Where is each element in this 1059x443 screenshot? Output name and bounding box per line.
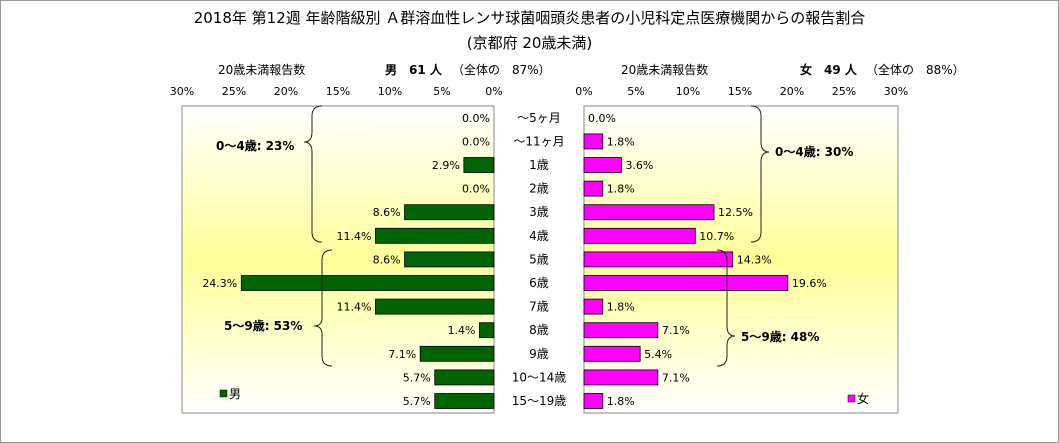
category-label-10: 9歳: [529, 347, 549, 361]
male-bar-8: [375, 298, 495, 315]
annotation-male-5-9: 5～9歳: 53%: [224, 318, 302, 333]
female-value-label-0: 0.0%: [588, 112, 616, 125]
category-label-8: 7歳: [529, 300, 549, 314]
female-value-label-11: 7.1%: [662, 371, 690, 384]
chart-subtitle: (京都府 20歳未満): [466, 34, 593, 52]
category-label-2: 1歳: [529, 158, 549, 172]
female-axis-tick-25: 25%: [832, 85, 856, 98]
female-axis-tick-20: 20%: [780, 85, 804, 98]
male-axis-tick-10: 10%: [378, 85, 402, 98]
category-label-1: ～11ヶ月: [513, 134, 564, 148]
male-value-label-2: 2.9%: [432, 159, 460, 172]
male-bar-12: [434, 393, 495, 409]
female-bar-12: [583, 393, 604, 409]
female-value-label-1: 1.8%: [607, 135, 635, 148]
brace-female-0-4: [750, 105, 770, 243]
female-value-label-4: 12.5%: [718, 206, 753, 219]
brace-female-5-9: [716, 249, 736, 367]
male-value-label-5: 11.4%: [336, 230, 371, 243]
legend-female-swatch: [847, 394, 856, 403]
female-bar-10: [583, 345, 641, 362]
category-label-7: 6歳: [529, 276, 549, 290]
category-label-11: 10～14歳: [512, 370, 567, 384]
female-value-label-6: 14.3%: [737, 253, 772, 266]
category-label-3: 2歳: [529, 182, 549, 196]
female-bar-5: [583, 227, 696, 244]
category-label-12: 15～19歳: [512, 394, 567, 408]
legend-female-label: 女: [857, 391, 869, 406]
female-value-label-2: 3.6%: [625, 159, 653, 172]
male-value-label-8: 11.4%: [336, 301, 371, 314]
female-bar-3: [583, 180, 604, 197]
female-axis-tick-0: 0%: [575, 85, 592, 98]
male-bar-9: [479, 322, 495, 339]
male-axis-tick-15: 15%: [326, 85, 350, 98]
legend-male-label: 男: [229, 387, 241, 401]
male-count: 男 61 人: [385, 63, 442, 77]
female-value-label-5: 10.7%: [699, 230, 734, 243]
male-bar-5: [375, 227, 495, 244]
female-value-label-10: 5.4%: [644, 348, 672, 361]
female-value-label-12: 1.8%: [607, 395, 635, 408]
chart-title: 2018年 第12週 年齢階級別 Ａ群溶血性レンサ球菌咽頭炎患者の小児科定点医療…: [193, 9, 866, 27]
female-axis-tick-10: 10%: [676, 85, 700, 98]
legend-male-swatch: [219, 389, 228, 398]
female-bar-8: [583, 298, 604, 315]
female-bar-7: [583, 275, 789, 291]
female-bar-4: [583, 204, 715, 221]
category-label-0: ～5ヶ月: [517, 111, 561, 125]
male-report-label: 20歳未満報告数: [218, 63, 306, 77]
male-value-label-6: 8.6%: [373, 253, 401, 266]
male-value-label-9: 1.4%: [447, 324, 475, 337]
annotation-female-5-9: 5～9歳: 48%: [741, 329, 819, 344]
male-bar-10: [419, 345, 495, 362]
category-label-5: 4歳: [529, 229, 549, 243]
female-bar-2: [583, 157, 622, 173]
female-bar-1: [583, 133, 604, 150]
male-bar-2: [463, 157, 495, 173]
female-value-label-8: 1.8%: [607, 301, 635, 314]
female-axis-tick-5: 5%: [627, 85, 644, 98]
brace-male-5-9: [313, 249, 333, 367]
male-value-label-3: 0.0%: [462, 183, 490, 196]
annotation-male-0-4: 0～4歳: 23%: [216, 138, 294, 153]
male-share: （全体の 87%）: [452, 63, 551, 77]
male-value-label-0: 0.0%: [462, 112, 490, 125]
female-report-label: 20歳未満報告数: [621, 63, 709, 77]
category-label-4: 3歳: [529, 205, 549, 219]
female-share: （全体の 88%）: [866, 63, 965, 77]
male-bar-4: [404, 204, 495, 221]
male-bar-6: [404, 251, 495, 268]
male-value-label-7: 24.3%: [202, 277, 237, 290]
male-axis-tick-0: 0%: [485, 85, 502, 98]
male-value-label-10: 7.1%: [388, 348, 416, 361]
male-value-label-1: 0.0%: [462, 135, 490, 148]
female-axis-tick-15: 15%: [728, 85, 752, 98]
male-value-label-4: 8.6%: [373, 206, 401, 219]
brace-male-0-4: [303, 105, 323, 243]
female-bar-9: [583, 322, 659, 339]
male-axis-tick-25: 25%: [222, 85, 246, 98]
female-axis-tick-30: 30%: [884, 85, 908, 98]
male-axis-tick-30: 30%: [170, 85, 194, 98]
male-value-label-12: 5.7%: [403, 395, 431, 408]
male-bar-7: [240, 275, 495, 291]
female-bar-6: [583, 251, 734, 268]
male-axis-tick-5: 5%: [433, 85, 450, 98]
male-value-label-11: 5.7%: [403, 371, 431, 384]
female-value-label-9: 7.1%: [662, 324, 690, 337]
category-label-6: 5歳: [529, 252, 549, 266]
category-label-9: 8歳: [529, 323, 549, 337]
female-value-label-3: 1.8%: [607, 183, 635, 196]
female-bar-11: [583, 369, 659, 386]
female-count: 女 49 人: [800, 63, 857, 77]
male-bar-11: [434, 369, 495, 386]
annotation-female-0-4: 0～4歳: 30%: [775, 144, 853, 159]
female-value-label-7: 19.6%: [792, 277, 827, 290]
male-axis-tick-20: 20%: [274, 85, 298, 98]
